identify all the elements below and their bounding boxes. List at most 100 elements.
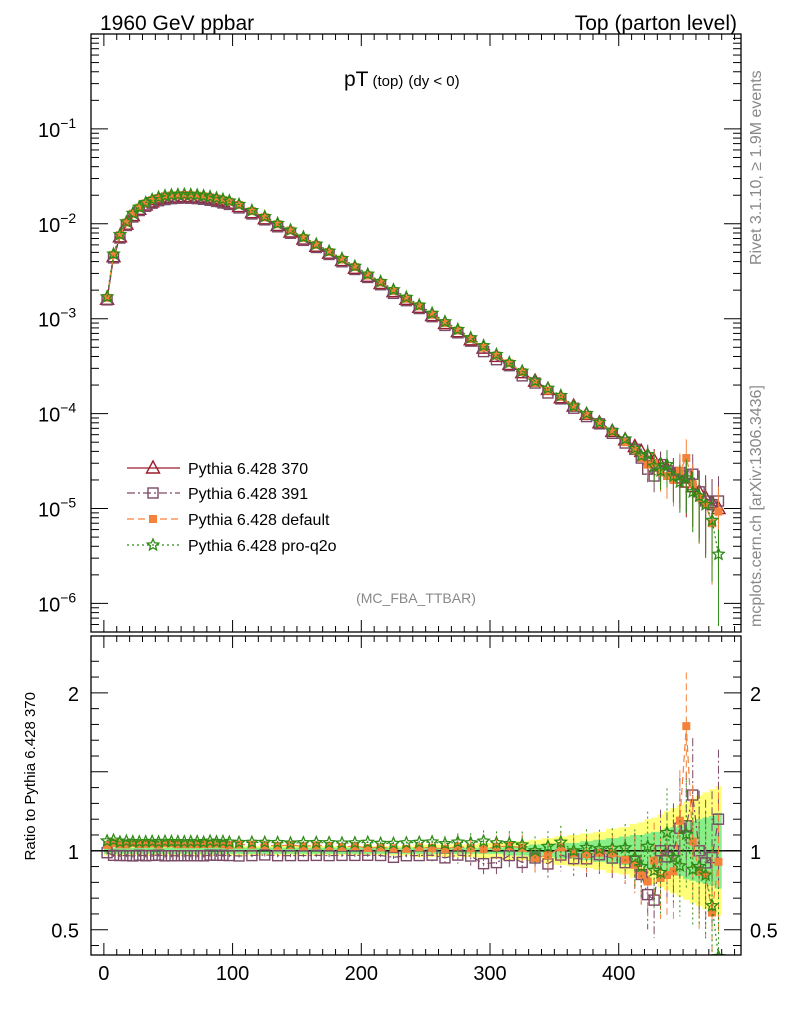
ratio-point-3 — [579, 839, 594, 854]
data-point-3 — [106, 246, 121, 261]
data-point-3 — [347, 258, 363, 273]
ratio-point-1 — [661, 851, 673, 863]
ratio-point-2 — [415, 843, 424, 852]
ratio-point-1 — [114, 849, 126, 862]
ratio-point-1 — [297, 849, 310, 862]
ratio-point-2 — [466, 844, 475, 853]
mcplots-label: mcplots.cern.ch [arXiv:1306.3436] — [748, 385, 765, 627]
ratio-point-3 — [666, 849, 681, 864]
data-point-2 — [109, 250, 118, 259]
data-point-3 — [514, 363, 530, 378]
data-point-2 — [286, 226, 295, 235]
ratio-point-3 — [347, 835, 363, 850]
ratio-point-3 — [450, 834, 466, 849]
x-tick-label: 100 — [216, 963, 249, 985]
ratio-point-1 — [120, 849, 133, 862]
data-point-3 — [553, 387, 569, 402]
ratio-point-1 — [284, 849, 297, 862]
data-point-2 — [389, 286, 398, 295]
ratio-y-tick-label-right: 2 — [750, 684, 761, 706]
data-point-3 — [704, 512, 720, 527]
data-point-2 — [312, 240, 321, 249]
data-point-2 — [299, 233, 308, 242]
ratio-point-1 — [165, 850, 178, 862]
ratio-point-2 — [650, 856, 659, 865]
ratio-point-3 — [659, 824, 675, 839]
ratio-point-1 — [210, 849, 223, 861]
ratio-point-3 — [424, 834, 440, 849]
ratio-point-3 — [502, 835, 517, 850]
ratio-point-1 — [133, 849, 145, 861]
x-tick-label: 400 — [602, 963, 635, 985]
ratio-point-2 — [688, 837, 697, 846]
main-title: pT (top) (dy < 0) — [344, 68, 460, 91]
x-tick-label: 300 — [473, 963, 506, 985]
ratio-point-1 — [654, 845, 667, 857]
data-point-3 — [633, 448, 649, 462]
data-point-2 — [363, 271, 372, 280]
ratio-point-2 — [453, 842, 462, 851]
data-point-2 — [103, 293, 112, 302]
ratio-point-2 — [714, 857, 723, 866]
ratio-point-2 — [128, 839, 137, 848]
ratio-point-1 — [197, 850, 210, 862]
ratio-point-1 — [323, 849, 335, 862]
data-point-2 — [714, 507, 723, 516]
ratio-point-1 — [172, 850, 184, 862]
data-point-3 — [209, 190, 224, 205]
data-point-3 — [672, 474, 688, 489]
ratio-point-1 — [349, 849, 361, 862]
main-title-top: (top) — [373, 73, 404, 90]
ratio-point-2 — [608, 849, 617, 858]
ratio-point-2 — [161, 839, 170, 848]
ratio-point-1 — [477, 857, 490, 870]
data-point-3 — [640, 446, 656, 461]
ratio-point-2 — [389, 844, 398, 853]
ratio-point-3 — [106, 832, 121, 847]
data-point-3 — [386, 282, 401, 296]
ratio-point-2 — [148, 839, 157, 848]
data-point-1 — [593, 418, 606, 430]
ratio-point-3 — [360, 834, 376, 849]
data-point-3 — [360, 266, 376, 281]
data-point-3 — [373, 273, 388, 288]
ratio-point-3 — [334, 835, 350, 850]
data-point-3 — [540, 380, 556, 395]
legend-label-1: Pythia 6.428 391 — [188, 486, 308, 503]
main-title-cut: (dy < 0) — [408, 73, 459, 90]
ratio-point-1 — [217, 849, 229, 862]
legend-marker-0 — [145, 459, 161, 474]
data-point-2 — [402, 294, 411, 303]
data-point-2 — [135, 203, 144, 212]
ratio-point-3 — [691, 858, 707, 873]
data-point-2 — [115, 231, 124, 240]
legend-marker-3 — [145, 537, 161, 552]
ratio-point-3 — [463, 835, 479, 850]
header-left: 1960 GeV ppbar — [100, 12, 254, 35]
ratio-point-3 — [646, 862, 662, 877]
data-point-3 — [334, 250, 350, 265]
data-point-2 — [376, 278, 385, 287]
data-point-3 — [566, 398, 581, 413]
data-point-2 — [608, 428, 617, 437]
legend-label-0: Pythia 6.428 370 — [188, 461, 308, 478]
data-point-3 — [437, 314, 453, 328]
ratio-point-1 — [712, 813, 725, 825]
ratio-panel-frame — [90, 635, 742, 956]
ratio-point-3 — [399, 835, 414, 850]
data-point-2 — [595, 419, 604, 428]
ratio-point-1 — [107, 849, 120, 862]
panel-frames: 0 100 200 300 400 10−6 10−5 10−4 10−3 10−2 10−1 0.5… — [38, 33, 778, 985]
ratio-point-1 — [387, 851, 400, 864]
data-point-3 — [151, 189, 166, 204]
data-point-3 — [450, 321, 466, 336]
ratio-point-2 — [479, 845, 488, 854]
ratio-point-3 — [566, 843, 581, 858]
data-point-2 — [193, 191, 202, 200]
ratio-point-2 — [543, 851, 552, 860]
ratio-point-3 — [627, 850, 643, 865]
data-point-3 — [222, 193, 237, 208]
data-point-3 — [157, 188, 173, 203]
data-point-3 — [257, 208, 273, 223]
ratio-point-3 — [704, 898, 720, 912]
